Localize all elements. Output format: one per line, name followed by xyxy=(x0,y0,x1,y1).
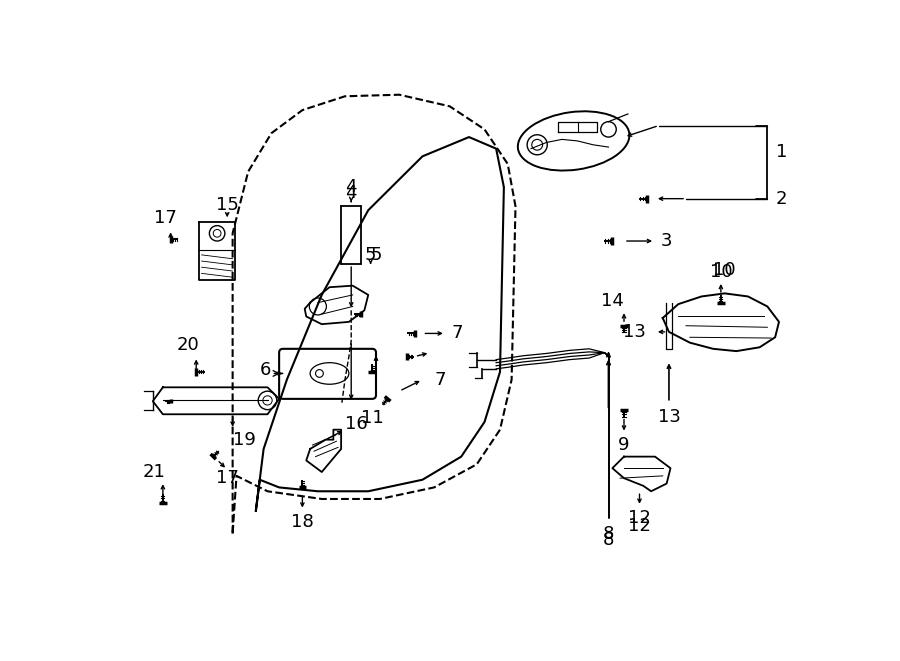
Text: 2: 2 xyxy=(776,190,788,208)
Text: 10: 10 xyxy=(709,263,733,281)
Text: 14: 14 xyxy=(601,292,624,310)
Text: 21: 21 xyxy=(142,463,165,481)
Text: 13: 13 xyxy=(623,323,645,341)
Text: 7: 7 xyxy=(452,325,464,342)
Text: 7: 7 xyxy=(434,371,446,389)
Text: 10: 10 xyxy=(714,261,736,280)
Text: 17: 17 xyxy=(216,469,239,487)
Text: 17: 17 xyxy=(154,209,176,227)
Text: 4: 4 xyxy=(346,178,357,196)
Text: 9: 9 xyxy=(618,436,630,454)
Text: 5: 5 xyxy=(364,246,376,264)
Text: 12: 12 xyxy=(628,509,651,527)
Text: 20: 20 xyxy=(176,336,199,354)
Text: 18: 18 xyxy=(291,513,314,531)
Text: 6: 6 xyxy=(260,361,272,379)
Text: 13: 13 xyxy=(658,408,680,426)
Text: 15: 15 xyxy=(216,196,239,214)
Text: 16: 16 xyxy=(346,415,368,433)
Text: 19: 19 xyxy=(233,431,256,449)
Text: 12: 12 xyxy=(628,517,651,535)
Text: 11: 11 xyxy=(361,409,383,427)
Text: 8: 8 xyxy=(603,531,614,549)
Text: 1: 1 xyxy=(776,143,787,161)
Text: 5: 5 xyxy=(370,246,382,264)
Text: 4: 4 xyxy=(346,184,357,202)
Text: 8: 8 xyxy=(603,525,614,543)
Text: 3: 3 xyxy=(661,232,672,250)
